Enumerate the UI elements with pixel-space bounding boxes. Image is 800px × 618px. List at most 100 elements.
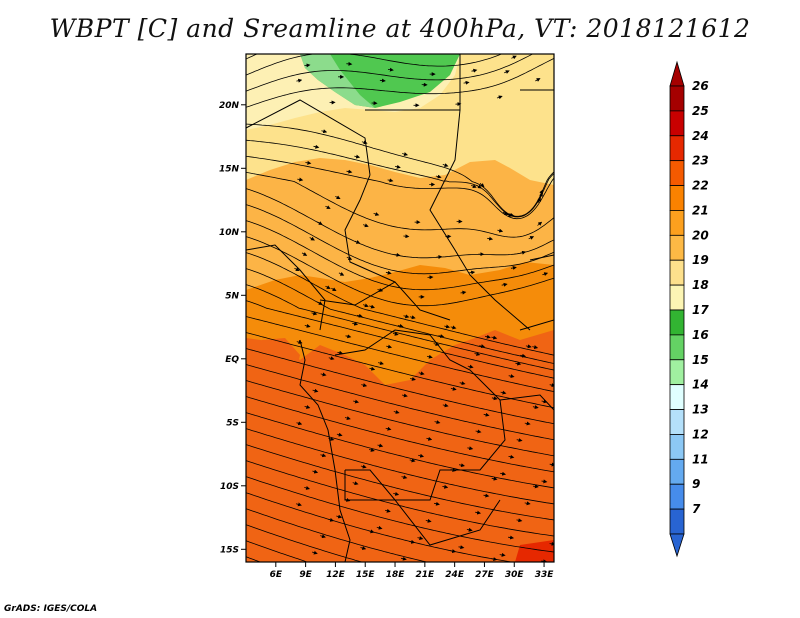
streamline [246,300,554,379]
colorbar-label: 23 [692,154,709,168]
colorbar-label: 20 [692,228,709,242]
streamline-arrow [549,541,554,546]
streamline-arrow [458,545,465,550]
streamline-arrow [508,535,515,540]
field-red-patch [515,540,554,562]
streamline-arrow [320,372,327,377]
streamline-arrow [385,270,392,275]
colorbar-segment [669,384,685,410]
streamline-arrow [542,272,549,277]
streamline-arrow [516,438,523,443]
streamline-arrow [479,182,485,188]
streamline-arrow [346,169,353,174]
streamline-arrow [463,80,470,85]
lon-tick-label: 27E [475,570,495,580]
streamline-arrow [312,388,319,393]
streamline-arrow [504,70,510,74]
streamline-arrow [479,344,486,349]
lon-tick-label: 33E [535,570,555,580]
streamline-arrow [376,525,383,530]
lat-tick-label: 10S [220,482,239,492]
streamline-arrow [469,270,476,275]
streamline-arrow [438,334,445,338]
streamline-arrow [549,462,554,467]
streamline-arrow [397,323,404,328]
streamline-arrow [354,240,361,244]
streamline [246,540,309,562]
streamline-arrow [377,443,384,448]
border-zambia [344,470,501,546]
streamline-arrow [296,421,303,426]
streamline [246,524,364,562]
streamline [246,252,554,356]
streamline-arrow [360,464,367,469]
streamline-arrow [499,552,506,557]
streamline-arrow [541,479,548,484]
streamline [246,348,554,425]
streamline-arrow [491,335,498,340]
streamline [246,204,554,275]
streamline-arrow [320,453,327,458]
streamline-arrow [520,250,527,255]
streamline-arrow [425,518,432,523]
streamline-arrow [331,287,337,292]
streamline-arrow [378,361,384,366]
streamline-arrow [360,546,367,550]
streamline-arrow [525,344,532,349]
colorbar-segment [669,359,685,386]
lon-tick-label: 24E [445,570,465,580]
streamline-arrow [385,426,392,431]
colorbar-segment [669,309,685,336]
streamline-arrow [354,154,361,159]
streamline-arrow [532,484,539,489]
streamline-arrow [532,405,539,410]
streamline-arrow [328,356,335,361]
lon-tick-label: 21E [415,570,435,580]
streamline-arrow [317,301,323,305]
streamlines [246,54,554,562]
longitude-axis: 6E 9E 12E 15E 18E 21E 24E 27E 30E 33E [270,562,555,580]
streamline-arrow [368,529,375,534]
streamline [246,412,554,489]
colorbar-label: 11 [692,452,709,466]
streamline-arrow [541,399,548,404]
colorbar-segment [669,334,685,361]
lat-tick-label: 10N [219,228,240,238]
streamline-arrow [501,282,508,287]
streamline-arrow [328,517,335,522]
streamline-arrow [294,267,300,272]
streamline-arrow [386,344,393,349]
colorbar-arrow-bottom [669,533,685,558]
streamline-arrow [539,192,543,199]
streamline-arrow [361,383,368,388]
streamline [246,428,554,505]
streamline [246,492,514,562]
streamline-arrow [304,323,311,328]
colorbar-segment [669,259,685,286]
streamline-arrow [450,325,457,330]
streamline-arrow [520,353,527,358]
streamline [246,54,258,60]
colorbar-label: 18 [692,278,709,292]
streamline-arrow [362,223,369,228]
streamline-arrow [442,163,449,167]
colorbar-label: 15 [692,353,709,367]
streamline-arrow [434,420,441,424]
lon-tick-label: 6E [270,570,283,580]
streamline-arrow [532,345,539,349]
streamline-arrow [393,410,400,414]
wbpt-field [246,54,554,562]
streamline [246,188,554,259]
border-tanzania [499,394,554,411]
streamline-arrow [345,334,352,339]
lat-tick-label: EQ [225,355,239,365]
colorbar-label: 19 [692,253,709,267]
lat-tick-label: 20N [219,101,240,111]
plot-title: WBPT [C] and Sreamline at 400hPa, VT: 20… [49,14,751,43]
streamline-arrow [338,272,345,276]
streamline-arrow [362,303,369,308]
streamline-arrow [311,550,318,555]
streamline [246,508,429,562]
lon-tick-label: 18E [386,570,406,580]
streamline-arrow [368,448,375,452]
